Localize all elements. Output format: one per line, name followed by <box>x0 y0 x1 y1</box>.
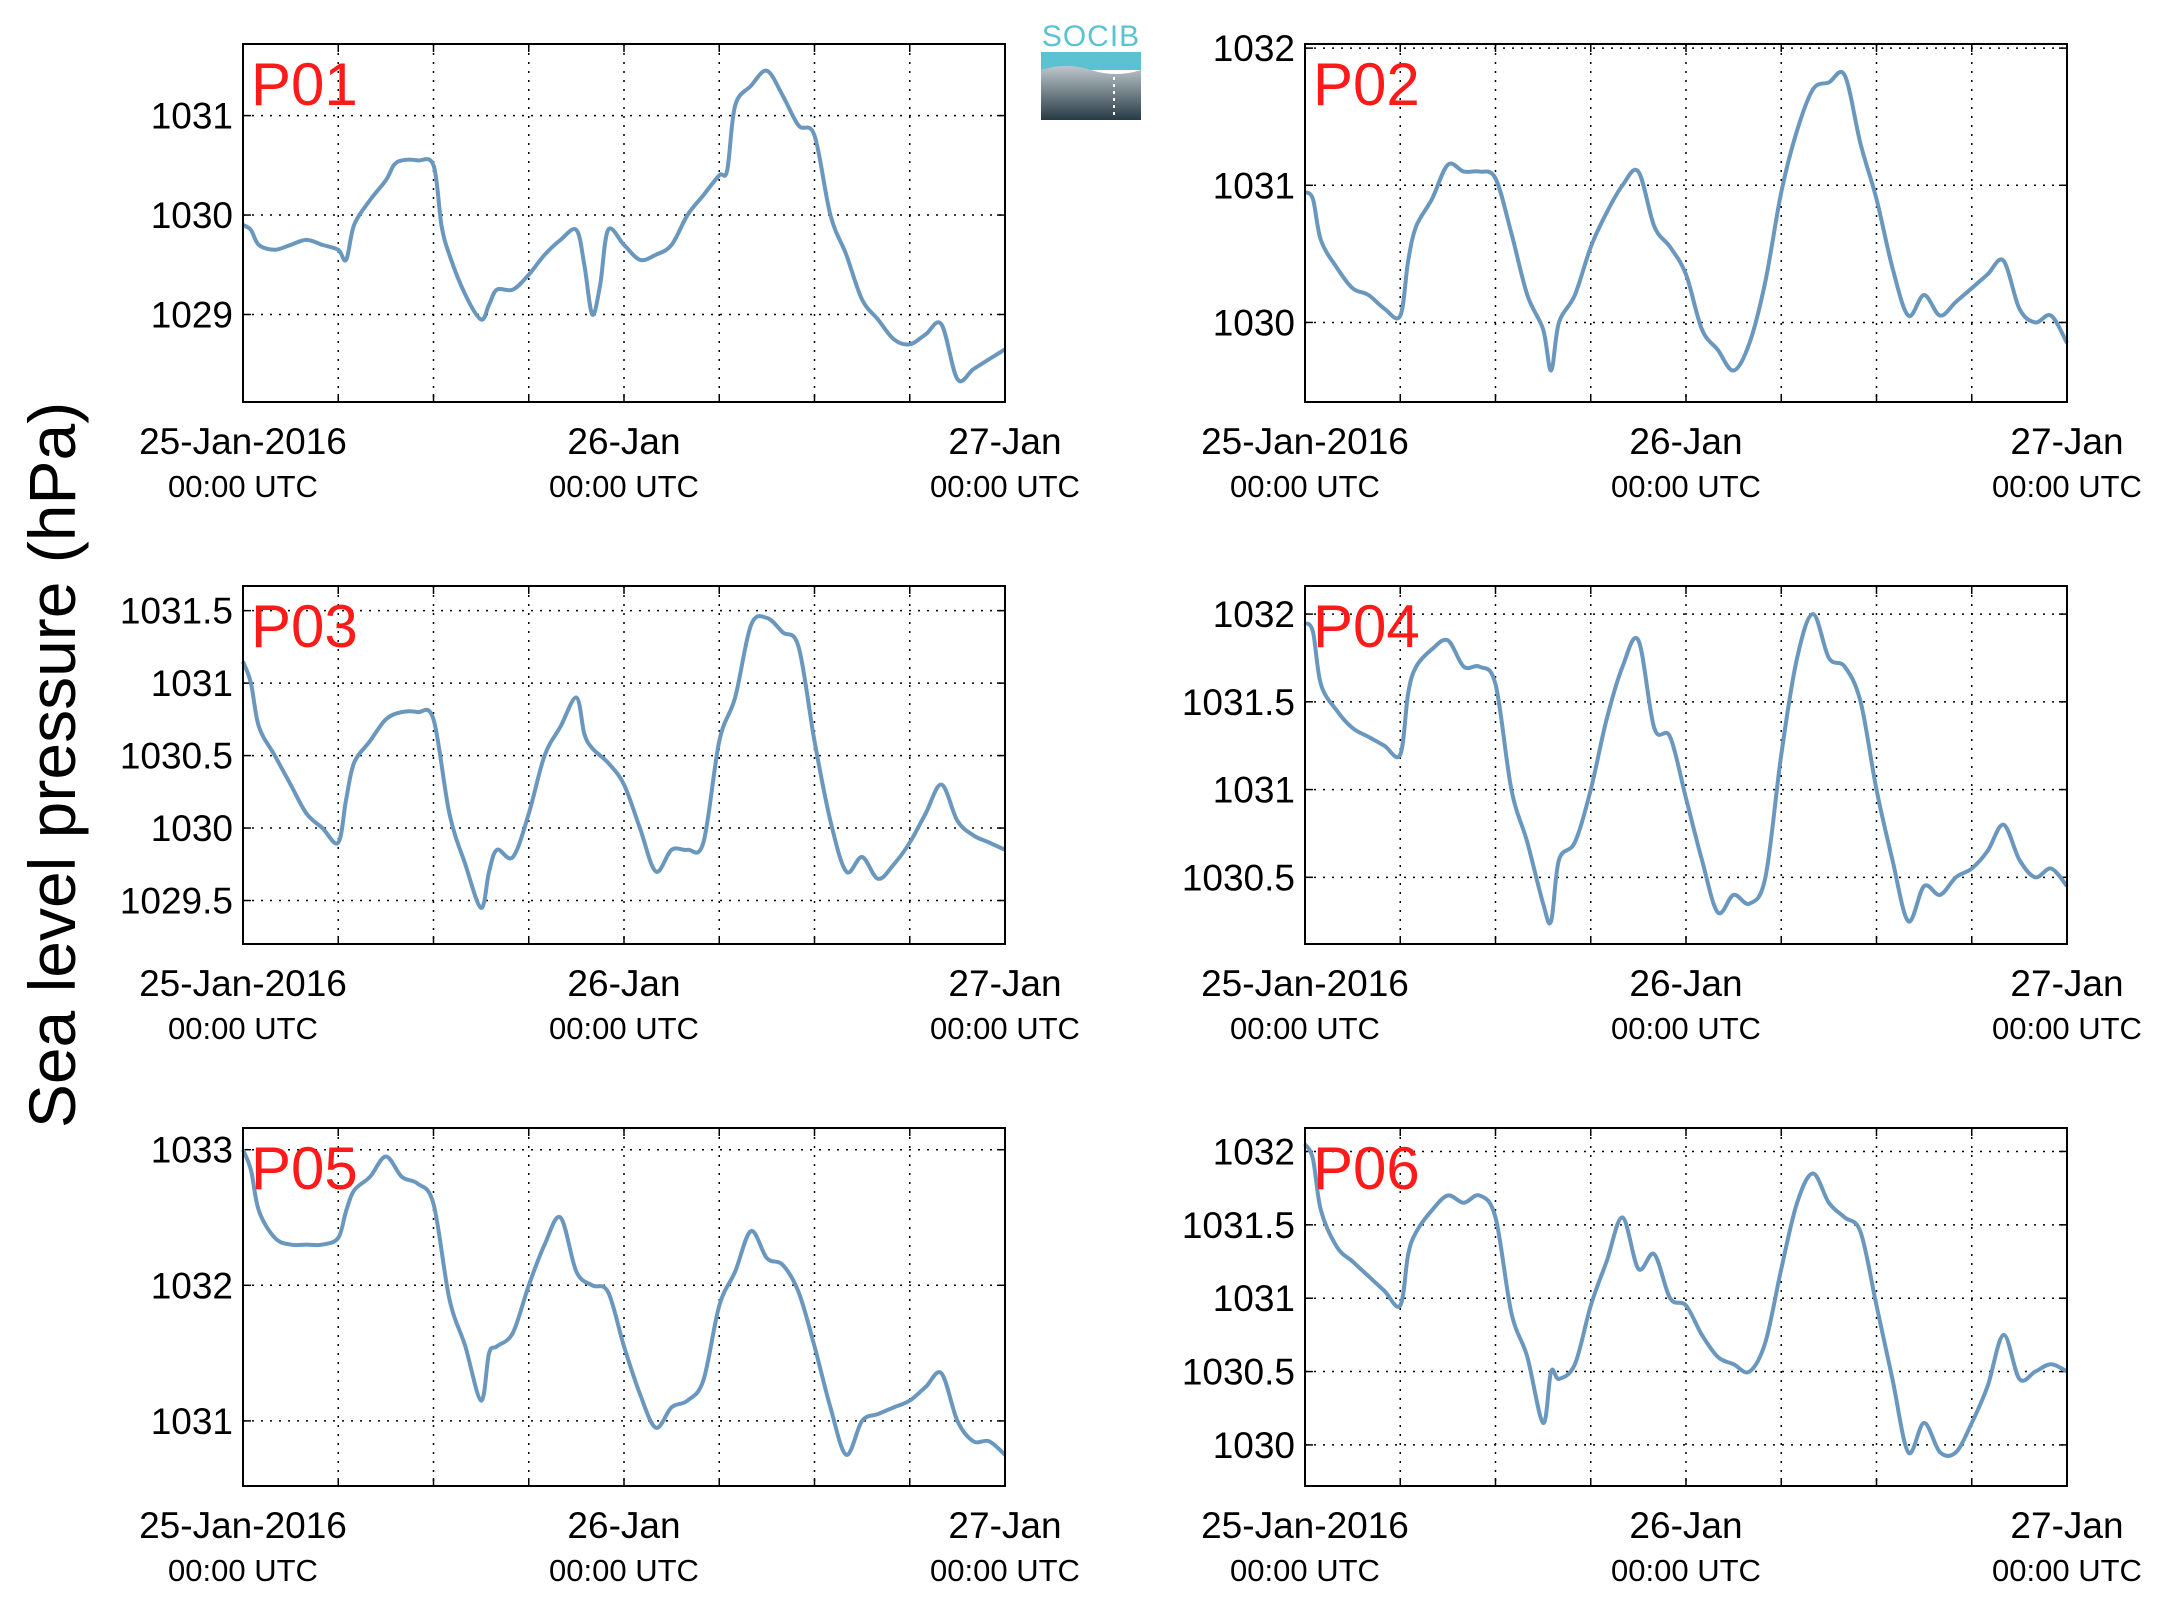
x-tick-label: 25-Jan-2016 <box>1201 421 1409 462</box>
y-tick-label: 1030.5 <box>1182 857 1295 898</box>
x-tick-sublabel: 00:00 UTC <box>930 469 1080 504</box>
x-tick-label: 26-Jan <box>567 963 680 1004</box>
x-tick-sublabel: 00:00 UTC <box>1992 469 2142 504</box>
panel-label: P01 <box>251 51 358 118</box>
x-tick-label: 25-Jan-2016 <box>1201 1505 1409 1546</box>
y-tick-label: 1033 <box>151 1130 233 1171</box>
panel-label: P05 <box>251 1135 358 1202</box>
x-tick-label: 27-Jan <box>2010 1505 2123 1546</box>
x-tick-label: 26-Jan <box>1629 1505 1742 1546</box>
x-tick-sublabel: 00:00 UTC <box>549 1553 699 1588</box>
pressure-series-line <box>241 1148 1007 1457</box>
pressure-series-line <box>241 614 1006 910</box>
logo-text: SOCIB <box>1042 20 1140 53</box>
x-tick-label: 27-Jan <box>948 421 1061 462</box>
y-tick-label: 1029.5 <box>120 881 233 922</box>
y-tick-label: 1031.5 <box>1182 682 1295 723</box>
x-tick-sublabel: 00:00 UTC <box>1611 1011 1761 1046</box>
pressure-series-line <box>241 68 1007 384</box>
panel-p03: 1029.5 1030 1030.5 1031 1031.5 25-Jan-2016 00:… <box>120 585 1080 1046</box>
panel-p04: 1030.5 1031 1031.5 1032 25-Jan-2016 00:00 UTC… <box>1182 585 2142 1046</box>
axes-frame <box>1304 1127 2068 1487</box>
y-tick-label: 1030 <box>1213 302 1295 343</box>
y-tick-label: 1030.5 <box>120 736 233 777</box>
y-tick-label: 1031 <box>151 96 233 137</box>
axes-frame <box>242 1127 1006 1487</box>
x-tick-label: 26-Jan <box>1629 421 1742 462</box>
x-tick-sublabel: 00:00 UTC <box>1992 1011 2142 1046</box>
pressure-series-line <box>1303 69 2069 373</box>
axes-frame <box>242 585 1006 945</box>
panel-label: P03 <box>251 593 358 660</box>
y-tick-label: 1031 <box>1213 165 1295 206</box>
x-tick-label: 25-Jan-2016 <box>1201 963 1409 1004</box>
x-tick-sublabel: 00:00 UTC <box>168 469 318 504</box>
panel-p06: 1030 1030.5 1031 1031.5 1032 25-Jan-2016 00:00… <box>1182 1127 2142 1588</box>
x-tick-sublabel: 00:00 UTC <box>1230 469 1380 504</box>
y-tick-label: 1031 <box>151 663 233 704</box>
axes-frame <box>1304 585 2068 945</box>
y-tick-label: 1031 <box>1213 1278 1295 1319</box>
axes-frame <box>242 43 1006 403</box>
x-tick-sublabel: 00:00 UTC <box>1992 1553 2142 1588</box>
y-tick-label: 1029 <box>151 294 233 335</box>
logo-body <box>1041 66 1141 120</box>
y-tick-label: 1032 <box>151 1265 233 1306</box>
x-tick-label: 26-Jan <box>1629 963 1742 1004</box>
x-tick-sublabel: 00:00 UTC <box>930 1011 1080 1046</box>
x-tick-sublabel: 00:00 UTC <box>1230 1011 1380 1046</box>
x-tick-label: 27-Jan <box>948 963 1061 1004</box>
x-tick-sublabel: 00:00 UTC <box>930 1553 1080 1588</box>
panel-label: P04 <box>1313 593 1420 660</box>
logo-wave-band <box>1041 52 1141 70</box>
axes-frame <box>1304 43 2068 403</box>
panel-p02: 1030 1031 1032 25-Jan-2016 00:00 UTC 26-Jan 00… <box>1201 28 2142 504</box>
y-tick-label: 1031 <box>1213 770 1295 811</box>
y-tick-label: 1030 <box>151 808 233 849</box>
x-tick-label: 27-Jan <box>2010 421 2123 462</box>
panel-p01: 1029 1030 1031 25-Jan-2016 00:00 UTC 26-Jan 00… <box>139 43 1080 504</box>
x-tick-sublabel: 00:00 UTC <box>1230 1553 1380 1588</box>
x-tick-sublabel: 00:00 UTC <box>1611 469 1761 504</box>
y-tick-label: 1032 <box>1213 594 1295 635</box>
x-tick-label: 25-Jan-2016 <box>139 963 347 1004</box>
x-tick-label: 26-Jan <box>567 1505 680 1546</box>
panel-p05: 1031 1032 1033 25-Jan-2016 00:00 UTC 26-Jan 00… <box>139 1127 1080 1588</box>
y-tick-label: 1030 <box>1213 1425 1295 1466</box>
y-tick-label: 1031.5 <box>120 591 233 632</box>
y-tick-label: 1030 <box>151 195 233 236</box>
y-tick-label: 1032 <box>1213 1131 1295 1172</box>
x-tick-label: 25-Jan-2016 <box>139 1505 347 1546</box>
panel-label: P06 <box>1313 1135 1420 1202</box>
y-tick-label: 1032 <box>1213 28 1295 69</box>
y-axis-label: Sea level pressure (hPa) <box>15 402 89 1128</box>
x-tick-label: 25-Jan-2016 <box>139 421 347 462</box>
pressure-series-line <box>1303 1142 2068 1458</box>
pressure-series-line <box>1303 612 2069 926</box>
y-tick-label: 1031 <box>151 1401 233 1442</box>
x-tick-label: 26-Jan <box>567 421 680 462</box>
x-tick-sublabel: 00:00 UTC <box>1611 1553 1761 1588</box>
x-tick-sublabel: 00:00 UTC <box>168 1553 318 1588</box>
socib-logo: SOCIB <box>1041 20 1141 120</box>
x-tick-sublabel: 00:00 UTC <box>168 1011 318 1046</box>
x-tick-label: 27-Jan <box>2010 963 2123 1004</box>
x-tick-sublabel: 00:00 UTC <box>549 1011 699 1046</box>
x-tick-sublabel: 00:00 UTC <box>549 469 699 504</box>
panel-label: P02 <box>1313 51 1420 118</box>
y-tick-label: 1031.5 <box>1182 1205 1295 1246</box>
x-tick-label: 27-Jan <box>948 1505 1061 1546</box>
y-tick-label: 1030.5 <box>1182 1352 1295 1393</box>
